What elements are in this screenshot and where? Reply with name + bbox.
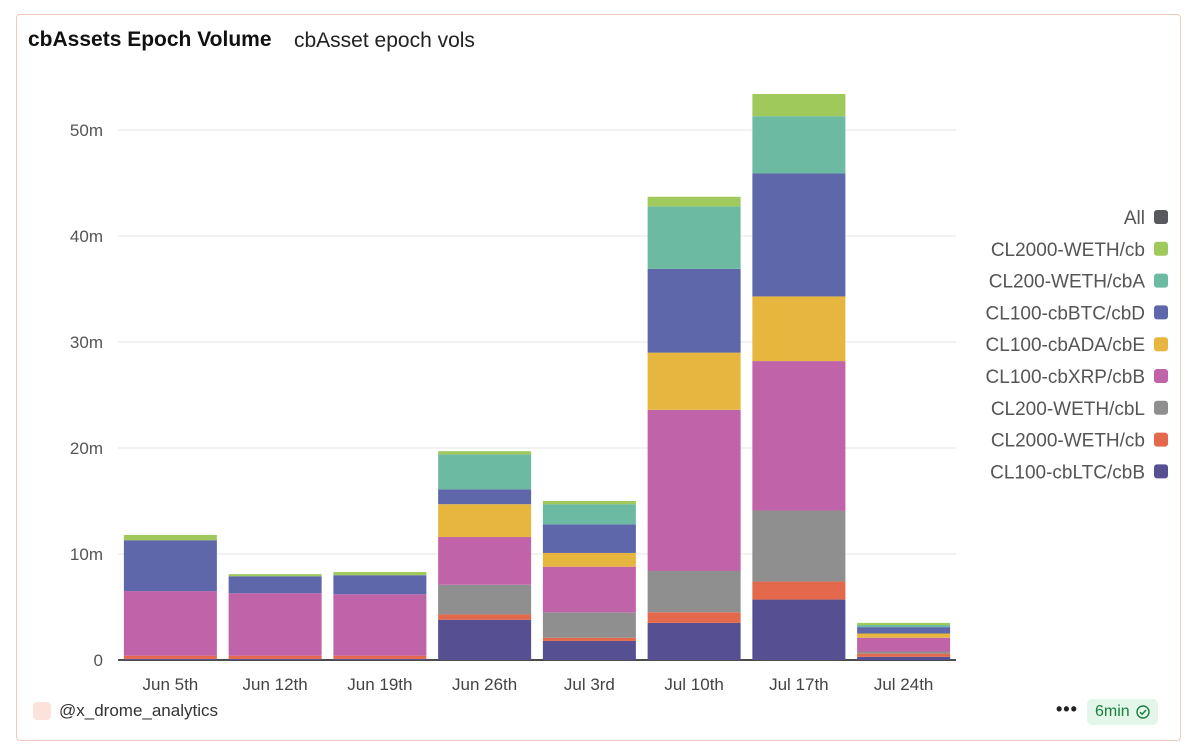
x-tick-label: Jul 17th [769,675,829,694]
y-tick-label: 10m [70,545,103,564]
legend-label: CL100-cbLTC/cbB [990,462,1145,483]
bar-segment [542,637,636,641]
legend-swatch [1154,273,1168,288]
bar-segment [857,622,951,626]
x-tick-label: Jul 24th [874,675,934,694]
bar-segment [857,651,951,654]
y-tick-label: 0 [94,651,103,670]
bar-segment [438,614,532,620]
x-tick-label: Jul 10th [664,675,724,694]
x-tick-label: Jun 5th [142,675,198,694]
bar-segment [857,627,951,634]
bar-segment [752,510,846,582]
legend-swatch [1154,337,1168,352]
legend-label: CL100-cbADA/cbE [986,335,1145,356]
bar-segment [752,599,846,660]
bar-segment [647,196,741,207]
bar-segment [857,653,951,657]
bar-segment [647,352,741,410]
legend-swatch [1154,210,1168,224]
more-options-icon[interactable]: ••• [1056,699,1078,719]
legend-label: CL100-cbXRP/cbB [986,367,1145,388]
bar-segment [752,581,846,600]
chart-subtitle: cbAsset epoch vols [294,29,475,52]
bar-segment [857,625,951,628]
x-tick-label: Jun 19th [347,675,412,694]
bar-segment [647,622,741,660]
refresh-time: 6min [1095,703,1130,720]
legend-label: CL200-WETH/cbA [989,272,1146,293]
legend-swatch [1154,400,1168,415]
bar-segment [438,584,532,615]
refresh-status-badge[interactable]: 6min [1087,699,1158,725]
bar-segment [123,658,217,660]
y-tick-label: 30m [70,333,103,352]
avatar [33,702,51,720]
bar-segment [333,594,427,656]
bar-segment [333,655,427,659]
bar-segment [438,619,532,660]
bar-segment [542,552,636,567]
legend-swatch [1154,241,1168,256]
bar-segment [752,296,846,362]
bar-segment [123,655,217,659]
legend-label: All [1124,208,1145,229]
bar-segment [123,540,217,592]
bar-segment [647,206,741,269]
bar-segment [647,612,741,623]
bar-segment [752,361,846,511]
bar-segment [857,637,951,652]
y-tick-label: 50m [70,121,103,140]
chart-title: cbAssets Epoch Volume [28,28,272,51]
bar-segment [438,537,532,585]
bar-segment [123,591,217,656]
author-attribution[interactable]: @x_drome_analytics [33,701,218,721]
bar-segment [438,454,532,490]
bar-segment [123,534,217,541]
bar-segment [333,658,427,660]
bar-segment [228,658,322,660]
legend-swatch [1154,369,1168,383]
legend-label: CL2000-WETH/cb [991,240,1145,261]
x-tick-label: Jun 12th [243,675,308,694]
bar-segment [752,116,846,174]
legend-label: CL2000-WETH/cb [991,431,1145,452]
x-tick-label: Jul 3rd [564,675,615,694]
legend-swatch [1154,464,1168,479]
bar-segment [438,451,532,455]
bar-segment [542,566,636,613]
check-badge-icon [1135,705,1150,719]
bar-segment [647,570,741,613]
bar-segment [857,633,951,638]
bar-segment [438,504,532,538]
bar-segment [542,504,636,525]
bar-segment [228,574,322,577]
legend-label: CL100-cbBTC/cbD [986,303,1145,324]
y-tick-label: 20m [70,439,103,458]
bar-segment [647,268,741,353]
bar-segment [542,524,636,553]
bar-segment [228,655,322,659]
bar-segment [542,501,636,505]
legend-swatch [1154,305,1168,320]
y-tick-label: 40m [70,227,103,246]
author-name: @x_drome_analytics [59,701,218,720]
bar-segment [752,93,846,117]
bar-segment [647,409,741,571]
bar-segment [333,575,427,595]
x-tick-label: Jun 26th [452,675,517,694]
bar-segment [228,593,322,656]
legend-swatch [1154,432,1168,447]
bar-segment [333,572,427,576]
bar-segment [752,173,846,297]
legend-label: CL200-WETH/cbL [991,399,1145,420]
bar-segment [857,656,951,660]
bar-segment [542,640,636,660]
bar-segment [438,489,532,505]
bar-segment [228,576,322,594]
bar-segment [542,612,636,638]
